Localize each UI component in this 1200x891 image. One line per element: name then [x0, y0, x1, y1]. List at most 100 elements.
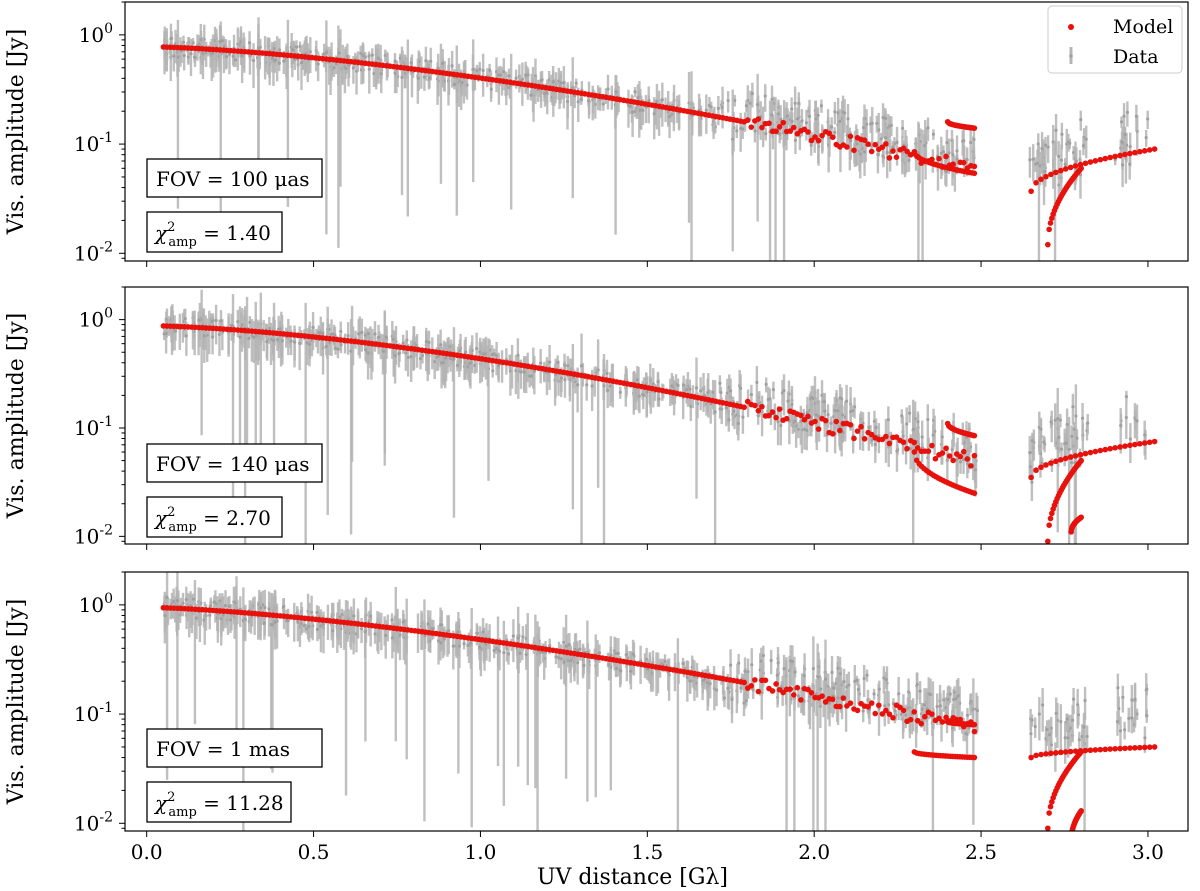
data-point [883, 136, 888, 140]
data-point [298, 341, 302, 345]
data-point [426, 622, 430, 626]
data-point [840, 413, 845, 417]
data-point [379, 72, 383, 76]
data-point [647, 99, 651, 103]
data-point [796, 694, 801, 698]
data-point [637, 394, 641, 398]
data-point [416, 76, 420, 80]
data-point [941, 150, 946, 154]
data-point [764, 132, 768, 136]
model-point [971, 163, 978, 170]
data-point [897, 692, 901, 696]
data-point [945, 458, 949, 462]
model-point [861, 137, 868, 143]
y-tick-label: 100 [79, 21, 113, 47]
model-point [911, 709, 917, 715]
model-point [1046, 522, 1052, 528]
data-point [321, 331, 325, 336]
data-point [596, 368, 600, 372]
model-point [1045, 241, 1051, 248]
data-point [838, 119, 842, 124]
data-point [1076, 713, 1081, 717]
data-point [202, 334, 206, 338]
data-point [367, 54, 371, 58]
data-point [339, 343, 343, 347]
data-point [236, 320, 240, 324]
data-point [400, 75, 404, 80]
data-point [414, 344, 418, 348]
data-point [874, 425, 878, 430]
data-point [1047, 733, 1051, 737]
data-point [1134, 114, 1138, 118]
data-point [514, 76, 518, 80]
data-point [189, 52, 193, 56]
data-point [1063, 162, 1067, 166]
model-point [1077, 451, 1084, 458]
model-point [1132, 745, 1138, 751]
data-point [582, 663, 586, 668]
data-point [565, 99, 570, 104]
data-point [521, 635, 525, 639]
data-point [633, 90, 637, 94]
model-point [808, 690, 815, 696]
model-point [865, 704, 871, 710]
data-point [1053, 418, 1057, 422]
model-point [893, 434, 900, 440]
model-point [1117, 444, 1123, 450]
data-point [475, 631, 480, 635]
data-point [1054, 711, 1058, 716]
data-point [1128, 144, 1132, 149]
data-point [484, 642, 488, 646]
data-point [494, 354, 499, 358]
data-point [305, 627, 309, 631]
data-point [471, 67, 475, 72]
model-point [851, 147, 857, 154]
data-point [346, 334, 350, 338]
data-point [1038, 164, 1042, 168]
data-point [969, 699, 973, 703]
data-point [424, 339, 428, 344]
data-point [877, 434, 881, 438]
data-point [609, 653, 613, 658]
data-point [764, 382, 768, 386]
legend-data-dot [1069, 54, 1073, 58]
data-point [393, 59, 397, 63]
model-point [925, 448, 932, 454]
data-point [742, 701, 746, 705]
data-point [173, 329, 178, 333]
data-point [870, 121, 874, 125]
data-point [799, 419, 803, 423]
data-point [208, 613, 212, 617]
data-point [199, 38, 203, 42]
model-point [1048, 171, 1054, 178]
data-point [965, 462, 969, 466]
data-point [1037, 712, 1041, 716]
data-point [614, 651, 618, 656]
model-point [1053, 458, 1059, 465]
data-point [814, 692, 819, 696]
data-point [790, 107, 794, 111]
data-series [162, 289, 1148, 544]
data-point [860, 147, 864, 151]
data-point [706, 390, 710, 395]
data-point [867, 425, 871, 430]
data-point [337, 615, 342, 619]
data-point [1059, 447, 1064, 451]
data-point [900, 414, 904, 418]
data-point [713, 410, 717, 414]
data-point [606, 388, 610, 392]
model-point [1049, 510, 1055, 517]
data-point [942, 698, 946, 702]
data-point [1119, 423, 1123, 428]
model-point [1082, 160, 1089, 167]
data-point [267, 607, 271, 611]
data-point [682, 383, 686, 387]
data-point [816, 675, 820, 679]
data-point [492, 648, 496, 653]
model-point [1146, 439, 1153, 446]
data-point [1083, 698, 1087, 703]
data-point [231, 54, 235, 58]
data-point [1120, 140, 1124, 144]
model-point [762, 677, 769, 684]
data-point [838, 396, 842, 400]
